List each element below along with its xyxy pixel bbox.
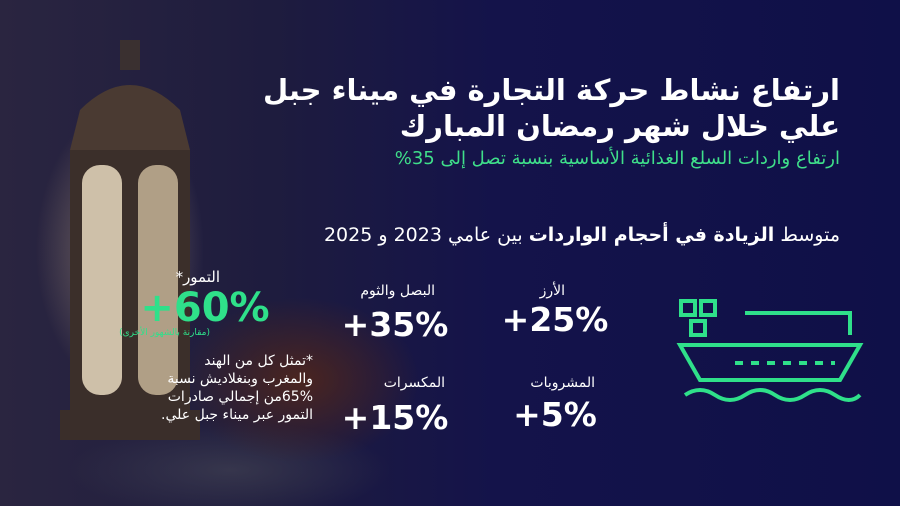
title-line-1: ارتفاع نشاط حركة التجارة في ميناء جبل	[262, 73, 840, 107]
stat-value-onion-garlic: +35%	[341, 305, 449, 344]
dates-note-1: *تمثل كل من الهند	[204, 353, 313, 369]
title-line-2: علي خلال شهر رمضان المبارك	[399, 109, 840, 143]
stat-label-beverages: المشروبات	[530, 375, 595, 391]
dates-note-2: والمغرب وبنغلاديش نسبة	[167, 371, 313, 387]
dates-note-3: 65%من إجمالي صادرات	[167, 389, 313, 405]
stat-label-nuts: المكسرات	[383, 375, 445, 391]
dates-comparison: (مقارنة بالشهور الأخرى)	[119, 328, 210, 338]
stat-value-rice: +25%	[501, 300, 609, 339]
dates-label: التمور*	[175, 268, 220, 286]
stat-label-onion-garlic: البصل والثوم	[360, 283, 435, 299]
dates-note-4: التمور عبر ميناء جبل علي.	[161, 407, 313, 423]
heading-prefix: متوسط	[780, 224, 840, 246]
lantern-image	[60, 40, 200, 440]
cargo-ship-icon	[676, 299, 864, 402]
stat-value-nuts: +15%	[341, 398, 449, 437]
heading-bold: الزيادة في أحجام الواردات	[528, 224, 775, 246]
heading-suffix: بين عامي 2023 و 2025	[323, 224, 523, 246]
section-heading: متوسط الزيادة في أحجام الواردات بين عامي…	[324, 224, 840, 246]
subtitle: ارتفاع واردات السلع الغذائية الأساسية بن…	[394, 148, 840, 169]
dates-value: +60%	[140, 285, 270, 331]
stat-label-rice: الأرز	[539, 283, 565, 299]
stat-value-beverages: +5%	[513, 395, 597, 434]
